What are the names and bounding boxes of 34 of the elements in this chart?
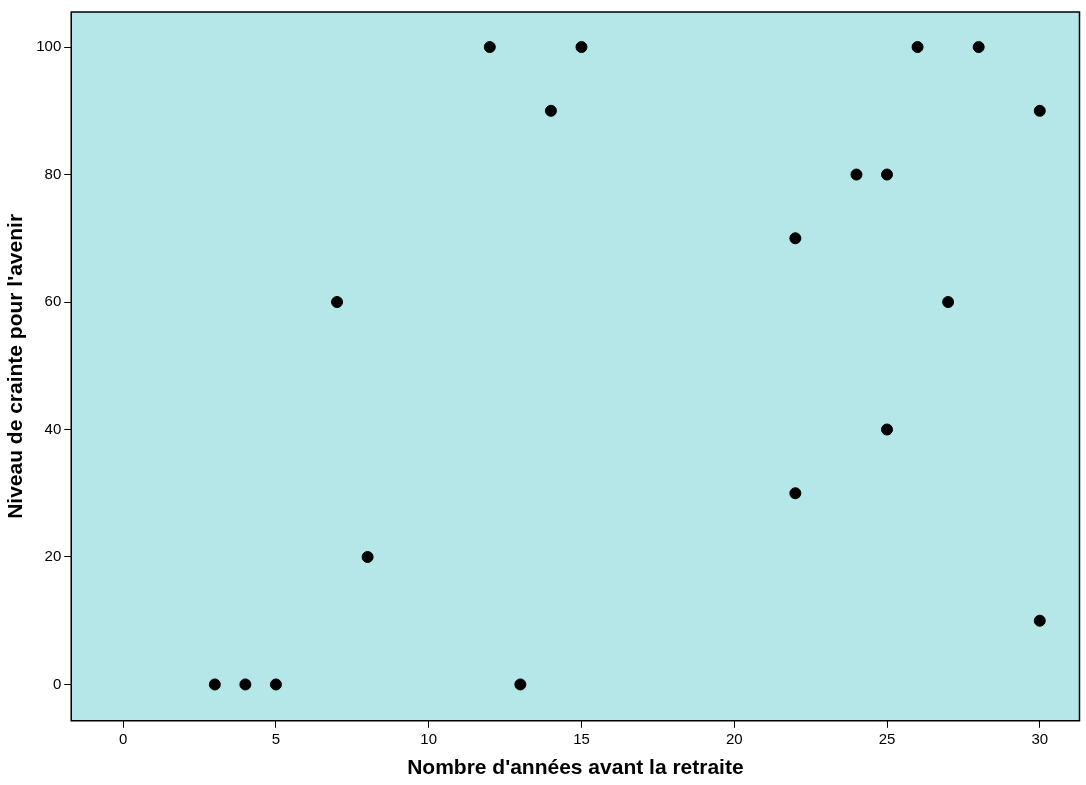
point — [361, 550, 374, 563]
x-tick-label: 25 — [878, 729, 896, 747]
y-tick-label: 40 — [44, 419, 62, 437]
point — [789, 487, 802, 500]
x-tick-label: 0 — [119, 729, 128, 747]
point — [911, 41, 924, 54]
y-tick-label: 100 — [36, 37, 62, 55]
point — [514, 678, 527, 691]
point — [789, 232, 802, 245]
x-tick-label: 5 — [271, 729, 281, 747]
y-tick-label: 80 — [44, 164, 62, 182]
point — [331, 296, 344, 309]
point — [881, 423, 894, 436]
x-tick-label: 30 — [1031, 729, 1049, 747]
point — [483, 41, 496, 54]
x-tick-label: 20 — [725, 729, 743, 747]
point — [1033, 104, 1046, 117]
point — [575, 41, 588, 54]
point — [544, 104, 557, 117]
point — [942, 296, 955, 309]
point — [239, 678, 252, 691]
point — [269, 678, 282, 691]
point — [972, 41, 985, 54]
y-axis-title: Niveau de crainte pour l'avenir — [3, 213, 27, 519]
y-tick-label: 0 — [52, 674, 62, 692]
point — [850, 168, 863, 181]
point — [1033, 614, 1046, 627]
x-axis-title: Nombre d'années avant la retraite — [407, 755, 744, 779]
x-tick-label: 10 — [420, 729, 438, 747]
point — [208, 678, 221, 691]
x-tick-label: 15 — [573, 729, 590, 747]
y-tick-label: 60 — [44, 292, 62, 310]
y-tick-label: 20 — [44, 547, 62, 565]
point — [881, 168, 894, 181]
